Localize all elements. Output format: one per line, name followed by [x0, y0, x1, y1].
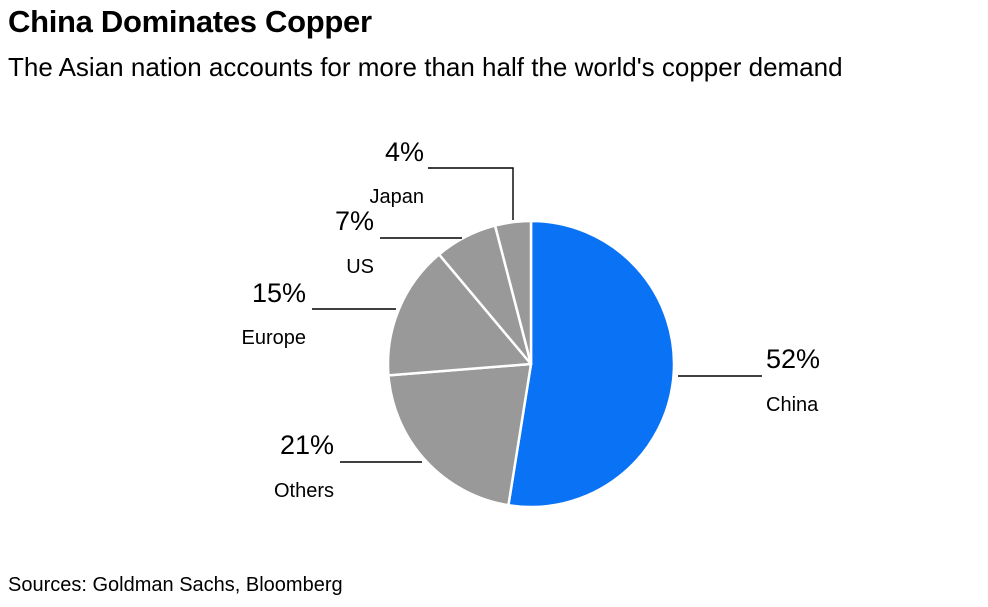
slice-label-japan: Japan	[370, 186, 425, 208]
slice-label-europe: Europe	[242, 327, 307, 349]
pie-slice-others	[387, 362, 533, 507]
slice-percent-us: 7%	[335, 206, 374, 236]
source-note: Sources: Goldman Sachs, Bloomberg	[8, 574, 343, 596]
pie-slice-japan	[493, 219, 533, 366]
pie-slice-china	[507, 219, 676, 509]
chart-subtitle: The Asian nation accounts for more than …	[8, 52, 843, 82]
slice-percent-japan: 4%	[385, 137, 424, 167]
pie-labels: 52% China 21% Others 15% Europe 7% US 4% Japan	[242, 137, 821, 502]
slice-label-china: China	[766, 394, 819, 416]
slice-percent-europe: 15%	[252, 278, 306, 308]
slice-percent-others: 21%	[280, 430, 334, 460]
pie-slices	[386, 219, 676, 509]
slice-percent-china: 52%	[766, 344, 820, 374]
pie-slice-europe	[386, 253, 533, 377]
chart-title: China Dominates Copper	[8, 4, 372, 39]
leader-line-japan	[428, 167, 514, 220]
slice-label-others: Others	[274, 480, 334, 502]
slice-label-us: US	[346, 256, 374, 278]
